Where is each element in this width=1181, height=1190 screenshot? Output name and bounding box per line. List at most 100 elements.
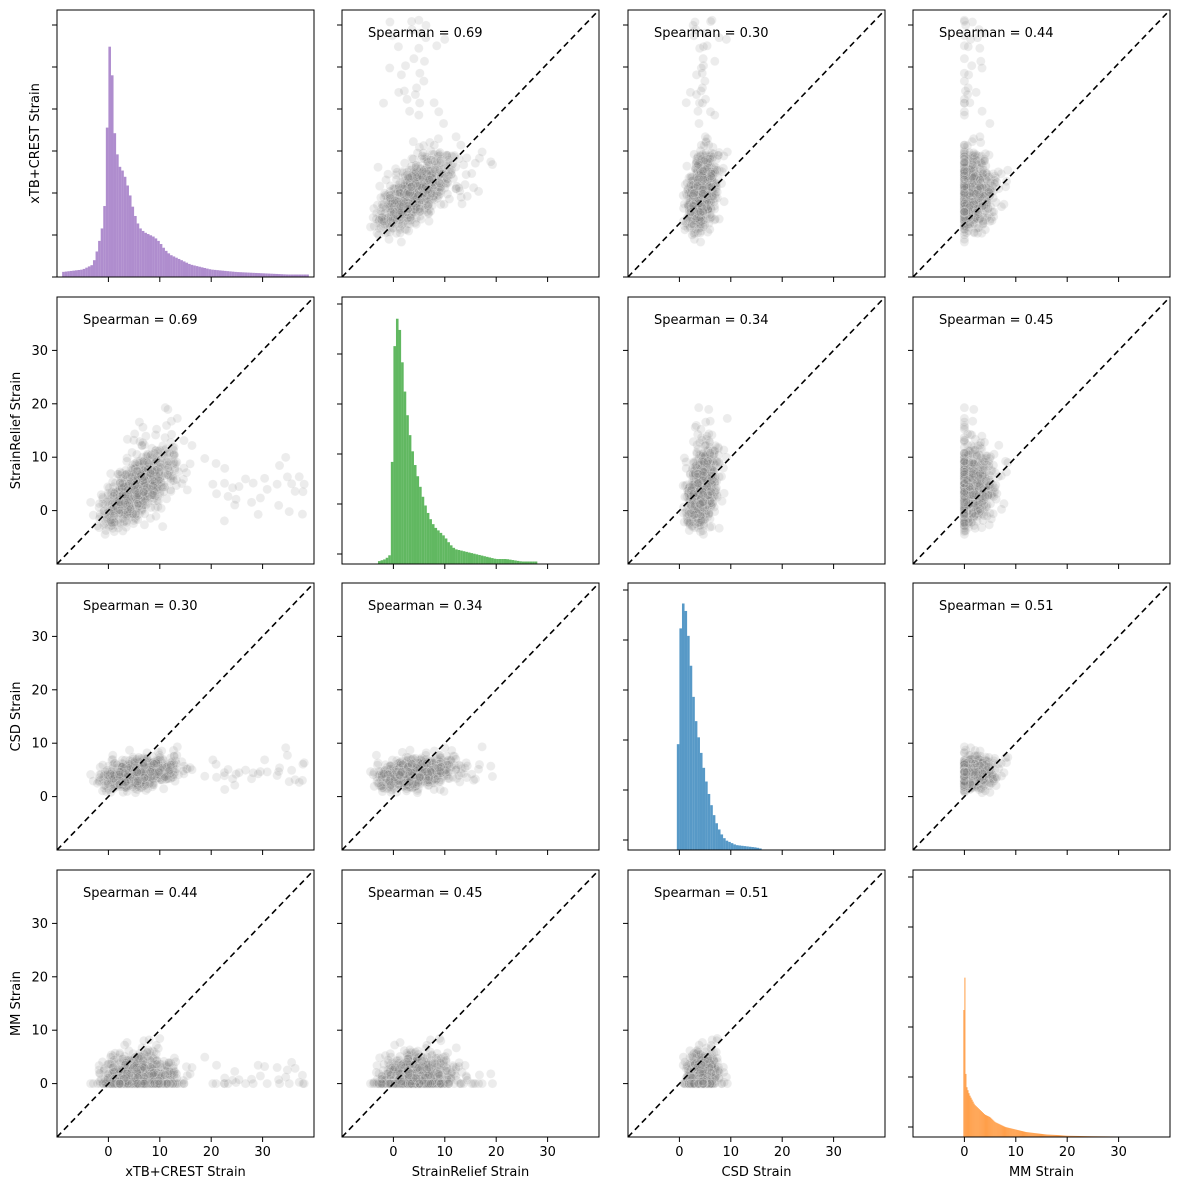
histogram-bar bbox=[462, 551, 466, 564]
scatter-point bbox=[412, 177, 422, 187]
scatter-point bbox=[381, 219, 392, 230]
scatter-point bbox=[959, 174, 970, 185]
scatter-point bbox=[978, 164, 988, 175]
scatter-point bbox=[272, 479, 282, 489]
panel-r0-c3: Spearman = 0.44 bbox=[908, 9, 1171, 282]
histogram-bar bbox=[200, 267, 204, 277]
scatter-point bbox=[386, 218, 397, 228]
scatter-point bbox=[969, 228, 980, 238]
scatter-point bbox=[405, 206, 416, 217]
scatter-point bbox=[434, 165, 444, 176]
scatter-point bbox=[424, 204, 435, 215]
scatter-point bbox=[423, 209, 434, 219]
histogram-bar bbox=[511, 560, 515, 564]
scatter-point bbox=[424, 194, 435, 205]
histogram-bar bbox=[475, 554, 479, 564]
histogram-bar bbox=[103, 206, 106, 277]
histogram-bar bbox=[136, 223, 140, 277]
scatter-point bbox=[405, 211, 416, 222]
histogram-bar bbox=[206, 268, 209, 277]
scatter-point bbox=[400, 189, 410, 200]
histogram-bar bbox=[383, 559, 386, 564]
identity-line bbox=[56, 296, 315, 565]
scatter-point bbox=[410, 217, 420, 228]
scatter-point bbox=[172, 413, 183, 424]
scatter-point bbox=[411, 219, 421, 230]
histogram-bar bbox=[149, 235, 153, 277]
histogram-bar bbox=[134, 215, 137, 277]
histogram-bar bbox=[298, 274, 302, 277]
scatter-point bbox=[406, 16, 417, 27]
histogram-bar bbox=[216, 270, 219, 277]
scatter-point bbox=[415, 68, 425, 79]
histogram-bar bbox=[493, 558, 497, 564]
scatter-point bbox=[149, 448, 160, 458]
histogram-bar bbox=[460, 550, 463, 564]
scatter-point bbox=[426, 171, 436, 181]
scatter-point bbox=[442, 150, 453, 161]
histogram-bar bbox=[244, 272, 248, 277]
scatter-point bbox=[148, 490, 159, 500]
scatter-point bbox=[142, 482, 152, 493]
scatter-point bbox=[432, 190, 443, 200]
histogram-bar bbox=[278, 274, 281, 277]
scatter-point bbox=[440, 183, 450, 193]
scatter-point bbox=[485, 157, 496, 167]
scatter-point bbox=[443, 170, 454, 181]
scatter-point bbox=[402, 180, 413, 191]
scatter-point bbox=[394, 199, 405, 210]
scatter-point bbox=[959, 158, 970, 168]
histogram-bar bbox=[157, 240, 160, 277]
scatter-point bbox=[384, 234, 394, 245]
histogram-bar bbox=[485, 556, 489, 564]
scatter-point bbox=[365, 222, 376, 232]
scatter-point bbox=[399, 195, 410, 206]
scatter-point bbox=[428, 191, 439, 201]
histogram-bar bbox=[85, 267, 88, 277]
scatter-point bbox=[408, 206, 419, 216]
histogram-bar bbox=[449, 545, 453, 564]
scatter-point bbox=[404, 185, 415, 196]
scatter-point bbox=[385, 200, 396, 211]
scatter-point bbox=[414, 98, 425, 108]
histogram-bar bbox=[203, 267, 207, 277]
scatter-point bbox=[118, 526, 128, 536]
scatter-point bbox=[138, 422, 148, 433]
scatter-point bbox=[971, 189, 981, 199]
histogram-bar bbox=[188, 263, 191, 277]
scatter-point bbox=[138, 437, 148, 448]
scatter-point bbox=[693, 106, 703, 117]
scatter-point bbox=[415, 189, 426, 200]
scatter-point bbox=[378, 98, 389, 108]
histogram-bar bbox=[234, 271, 237, 277]
histogram-bar bbox=[72, 270, 75, 277]
scatter-point bbox=[416, 182, 427, 193]
histogram-bar bbox=[457, 549, 461, 564]
scatter-point bbox=[273, 500, 284, 511]
scatter-point bbox=[408, 208, 418, 218]
histogram-bar bbox=[128, 195, 132, 277]
scatter-point bbox=[414, 167, 424, 177]
scatter-point bbox=[401, 189, 411, 199]
panel-r1-c1 bbox=[337, 296, 600, 569]
scatter-point bbox=[430, 182, 441, 193]
histogram-bar bbox=[506, 559, 510, 564]
scatter-point bbox=[959, 16, 970, 27]
scatter-point bbox=[418, 176, 429, 186]
scatter-point bbox=[698, 166, 708, 177]
histogram-bar bbox=[175, 257, 178, 277]
scatter-point bbox=[405, 191, 415, 202]
histogram-bar bbox=[406, 415, 409, 564]
histogram-bar bbox=[503, 559, 507, 564]
scatter-point bbox=[419, 56, 430, 67]
scatter-point bbox=[411, 164, 422, 174]
scatter-point bbox=[406, 171, 417, 182]
histogram-bar bbox=[267, 273, 271, 277]
scatter-point bbox=[282, 472, 293, 482]
scatter-point bbox=[398, 173, 408, 183]
scatter-point bbox=[959, 110, 970, 120]
scatter-point bbox=[387, 204, 398, 214]
scatter-point bbox=[388, 183, 399, 194]
scatter-point bbox=[399, 193, 410, 204]
